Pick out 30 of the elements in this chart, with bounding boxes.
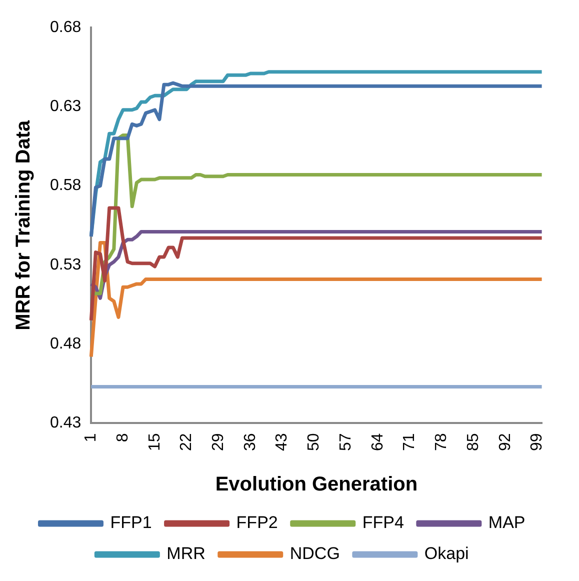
y-tick-label: 0.53 bbox=[50, 256, 82, 274]
legend-label: FFP1 bbox=[110, 513, 152, 532]
y-tick-label: 0.48 bbox=[50, 335, 82, 352]
y-tick-label: 0.68 bbox=[50, 19, 82, 36]
y-axis-title: MRR for Training Data bbox=[12, 120, 35, 330]
x-tick-label: 15 bbox=[146, 433, 164, 451]
legend-label: NDCG bbox=[290, 544, 340, 564]
x-tick-label: 57 bbox=[337, 433, 354, 451]
x-tick-label: 85 bbox=[464, 433, 482, 451]
legend-label: FFP2 bbox=[236, 513, 278, 532]
x-tick-label: 71 bbox=[401, 433, 418, 451]
legend-label: MRR bbox=[166, 544, 206, 564]
x-tick-label: 36 bbox=[242, 433, 259, 451]
x-tick-label: 78 bbox=[433, 433, 450, 451]
x-tick-label: 1 bbox=[82, 433, 100, 442]
x-tick-label: 22 bbox=[178, 433, 196, 451]
x-tick-label: 64 bbox=[369, 433, 386, 451]
y-tick-label: 0.58 bbox=[50, 177, 82, 194]
legend-label: FFP4 bbox=[362, 513, 404, 532]
x-axis-title: Evolution Generation bbox=[215, 474, 418, 496]
legend-label: MAP bbox=[488, 513, 526, 532]
y-tick-label: 0.43 bbox=[50, 414, 82, 432]
x-tick-label: 99 bbox=[528, 433, 546, 451]
x-tick-label: 43 bbox=[274, 433, 291, 451]
x-tick-label: 92 bbox=[496, 433, 514, 451]
x-tick-label: 50 bbox=[306, 433, 323, 451]
x-tick-label: 29 bbox=[210, 433, 228, 451]
x-tick-label: 8 bbox=[114, 433, 132, 442]
y-tick-label: 0.63 bbox=[50, 98, 82, 116]
legend-label: Okapi bbox=[424, 544, 469, 564]
